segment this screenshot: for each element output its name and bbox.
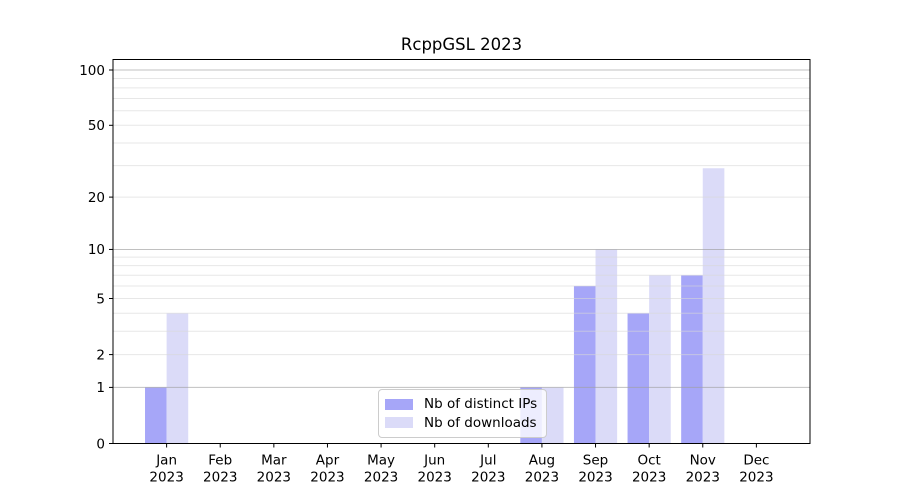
x-tick-label-year: 2023 — [686, 470, 720, 486]
axes-border — [112, 59, 811, 444]
x-tick-label-month: Dec — [743, 453, 769, 469]
x-tick-label-month: Sep — [583, 453, 608, 469]
y-tick-label: 50 — [88, 118, 105, 134]
bar-downloads-sep — [595, 249, 618, 444]
x-tick-label-year: 2023 — [632, 470, 666, 486]
y-tick-label: 100 — [79, 63, 105, 79]
legend-item-downloads: Nb of downloads — [385, 414, 540, 432]
y-tick-label: 0 — [96, 436, 105, 452]
bar-downloads-oct — [649, 275, 671, 444]
bar-downloads-aug — [541, 387, 564, 444]
x-tick-label-year: 2023 — [364, 470, 398, 486]
x-tick-label-month: Feb — [208, 453, 232, 469]
x-tick-label-year: 2023 — [578, 470, 612, 486]
x-tick-label-month: Oct — [637, 453, 660, 469]
legend-label-downloads: Nb of downloads — [424, 414, 537, 431]
x-tick-label-year: 2023 — [739, 470, 773, 486]
x-tick-label-month: Jun — [423, 453, 445, 469]
y-tick-label: 2 — [96, 347, 105, 363]
bar-distinct-ips-nov — [681, 275, 703, 444]
y-tick-label: 10 — [88, 242, 105, 258]
bar-distinct-ips-oct — [627, 313, 650, 444]
legend-swatch-distinct-ips — [385, 398, 413, 410]
x-tick-label-month: Nov — [690, 453, 716, 469]
legend: Nb of distinct IPs Nb of downloads — [378, 389, 547, 438]
x-tick-label-year: 2023 — [471, 470, 505, 486]
x-tick-label-year: 2023 — [149, 470, 183, 486]
y-tick-label: 5 — [96, 291, 105, 307]
x-tick-label-year: 2023 — [418, 470, 452, 486]
y-tick-label: 20 — [88, 190, 105, 206]
legend-label-distinct-ips: Nb of distinct IPs — [424, 396, 538, 413]
x-tick-label-month: Jan — [155, 453, 177, 469]
bar-downloads-jan — [166, 313, 189, 444]
x-tick-label-month: Aug — [529, 453, 555, 469]
x-tick-label-year: 2023 — [310, 470, 344, 486]
bar-distinct-ips-jan — [145, 387, 167, 444]
y-tick-label: 1 — [96, 380, 105, 396]
bar-distinct-ips-sep — [573, 286, 596, 444]
x-tick-label-month: May — [367, 453, 395, 469]
legend-item-distinct-ips: Nb of distinct IPs — [385, 395, 540, 413]
legend-swatch-downloads — [385, 417, 413, 429]
x-tick-label-month: Apr — [316, 453, 340, 469]
x-tick-label-year: 2023 — [525, 470, 559, 486]
x-tick-label-month: Jul — [479, 453, 496, 469]
bar-downloads-nov — [702, 168, 725, 444]
x-tick-label-month: Mar — [261, 453, 287, 469]
x-tick-label-year: 2023 — [203, 470, 237, 486]
x-tick-label-year: 2023 — [257, 470, 291, 486]
